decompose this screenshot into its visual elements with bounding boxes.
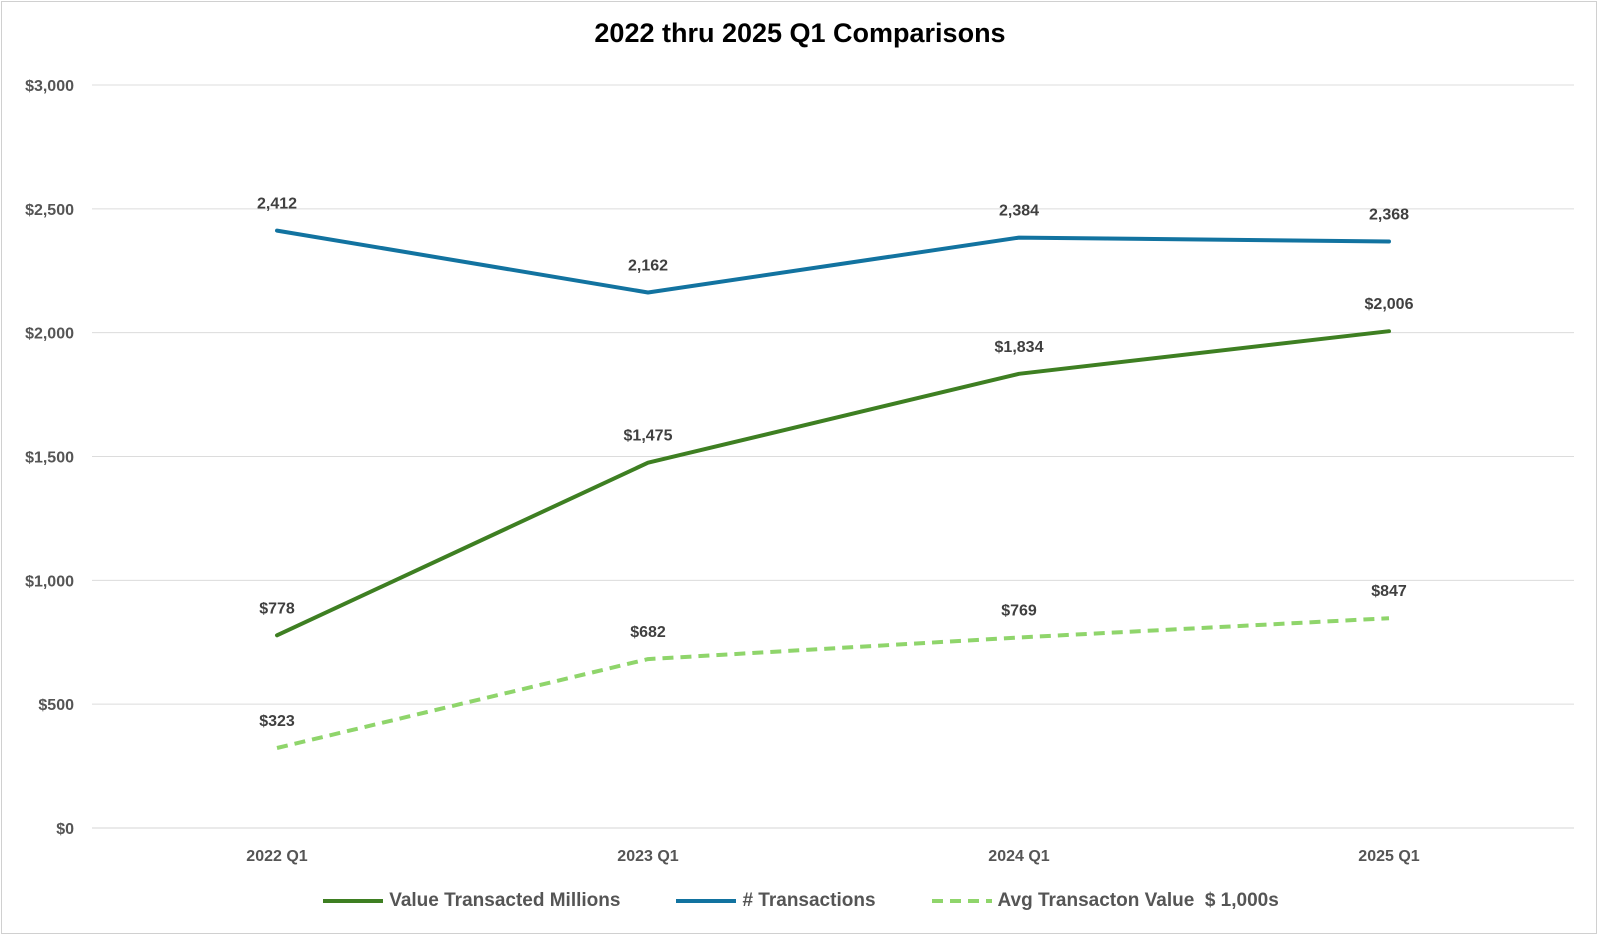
legend-label: Value Transacted Millions <box>389 890 621 911</box>
data-label: 2,412 <box>257 196 297 213</box>
series-lines <box>275 228 1391 750</box>
data-label: 2,384 <box>999 203 1039 220</box>
data-label: 2,162 <box>628 258 668 275</box>
x-tick-label: 2022 Q1 <box>246 848 307 865</box>
x-axis: 2022 Q1 2023 Q1 2024 Q1 2025 Q1 <box>246 848 1419 865</box>
legend-item-2: # Transactions <box>674 890 876 912</box>
y-tick-label: $1,000 <box>25 573 74 590</box>
data-labels: $778 $1,475 $1,834 $2,006 2,412 2,162 2,384 2,3… <box>257 196 1414 730</box>
legend-swatch <box>931 899 992 903</box>
data-label: $847 <box>1371 583 1407 600</box>
y-tick-label: $3,000 <box>25 78 74 95</box>
y-tick-label: $2,000 <box>25 326 74 343</box>
data-label: $2,006 <box>1365 296 1414 313</box>
legend: Value Transacted Millions # Transactions A… <box>0 886 1600 916</box>
legend-item-1: Value Transacted Millions <box>321 890 620 912</box>
y-tick-label: $500 <box>38 697 74 714</box>
data-label: $682 <box>630 624 666 641</box>
x-tick-label: 2025 Q1 <box>1358 848 1419 865</box>
series-line-1 <box>275 329 1391 638</box>
y-tick-label: $2,500 <box>25 202 74 219</box>
data-label: $323 <box>259 713 295 730</box>
x-tick-label: 2023 Q1 <box>617 848 678 865</box>
legend-label: # Transactions <box>742 890 876 911</box>
series-line-3 <box>276 616 1390 750</box>
y-tick-label: $0 <box>56 821 74 838</box>
gridlines <box>92 84 1574 829</box>
data-label: 2,368 <box>1369 207 1409 224</box>
legend-label: Avg Transacton Value $ 1,000s <box>997 890 1279 911</box>
y-axis: $0 $500 $1,000 $1,500 $2,000 $2,500 $3,000 <box>25 78 74 838</box>
x-tick-label: 2024 Q1 <box>988 848 1049 865</box>
legend-swatch <box>323 899 384 903</box>
chart-title: 2022 thru 2025 Q1 Comparisons <box>594 18 1006 48</box>
line-chart: $0 $500 $1,000 $1,500 $2,000 $2,500 $3,000 202… <box>25 78 1574 865</box>
series-line-2 <box>275 228 1391 295</box>
data-label: $1,475 <box>624 428 673 445</box>
data-label: $769 <box>1001 603 1037 620</box>
legend-swatch <box>676 899 737 903</box>
legend-item-3: Avg Transacton Value $ 1,000s <box>930 890 1279 912</box>
data-label: $778 <box>259 600 295 617</box>
data-label: $1,834 <box>995 339 1044 356</box>
y-tick-label: $1,500 <box>25 450 74 467</box>
